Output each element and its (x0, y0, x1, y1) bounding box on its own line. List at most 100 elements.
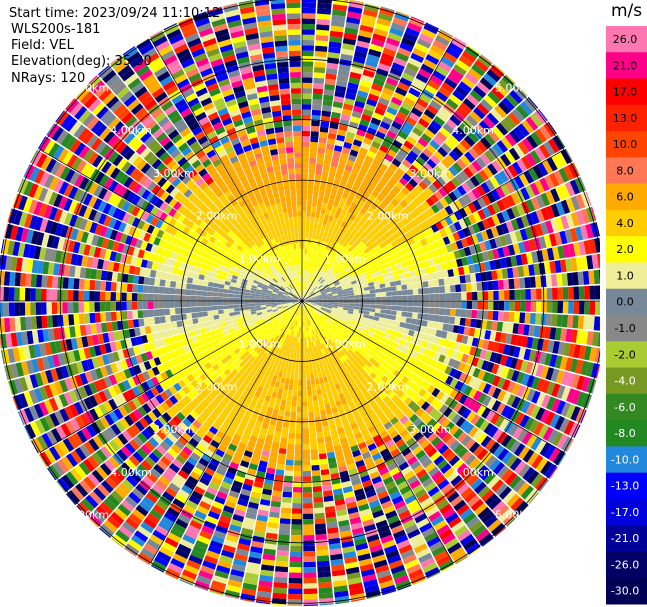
velocity-gate (360, 244, 368, 251)
velocity-gate (348, 467, 358, 476)
velocity-gate (325, 386, 332, 393)
velocity-gate (342, 216, 350, 223)
velocity-gate (199, 412, 209, 421)
velocity-gate (521, 155, 532, 170)
velocity-gate (328, 251, 334, 257)
velocity-gate (137, 432, 148, 444)
velocity-gate (521, 336, 529, 348)
velocity-gate (514, 460, 527, 475)
velocity-gate (405, 214, 414, 223)
velocity-gate (198, 457, 209, 467)
velocity-gate (306, 309, 309, 315)
velocity-gate (445, 421, 455, 432)
velocity-gate (299, 321, 301, 327)
velocity-gate (425, 266, 432, 274)
velocity-gate (215, 368, 224, 376)
velocity-gate (464, 345, 472, 355)
velocity-gate (316, 268, 320, 274)
velocity-gate (177, 513, 191, 525)
velocity-gate (377, 425, 386, 434)
velocity-gate (523, 97, 538, 112)
velocity-gate (226, 584, 241, 593)
velocity-gate (317, 394, 323, 401)
velocity-gate (192, 433, 202, 443)
velocity-gate (311, 109, 321, 116)
velocity-gate (456, 334, 464, 343)
velocity-gate (46, 430, 58, 445)
velocity-gate (491, 270, 498, 280)
velocity-gate (328, 345, 334, 351)
velocity-gate (134, 530, 149, 543)
velocity-gate (31, 358, 40, 373)
velocity-gate (226, 347, 234, 354)
velocity-gate (291, 519, 302, 525)
velocity-gate (471, 291, 478, 301)
velocity-gate (292, 325, 296, 331)
velocity-gate (338, 319, 344, 325)
velocity-gate (270, 380, 276, 387)
velocity-gate (305, 310, 308, 316)
velocity-gate (182, 325, 190, 333)
velocity-gate (279, 442, 287, 449)
velocity-gate (242, 483, 253, 492)
velocity-gate (87, 455, 100, 469)
velocity-gate (266, 467, 276, 475)
velocity-gate (305, 294, 310, 299)
velocity-gate (346, 501, 358, 509)
velocity-gate (315, 262, 319, 268)
velocity-gate (316, 294, 322, 297)
velocity-gate (34, 372, 44, 387)
velocity-gate (338, 328, 345, 334)
velocity-gate (453, 428, 464, 440)
velocity-gate (516, 371, 525, 384)
velocity-gate (326, 308, 332, 312)
velocity-gate (495, 186, 506, 199)
velocity-gate (545, 205, 555, 219)
velocity-gate (49, 412, 60, 427)
velocity-gate (124, 458, 137, 471)
velocity-gate (274, 334, 280, 341)
velocity-gate (369, 379, 377, 388)
velocity-gate (444, 194, 454, 205)
velocity-gate (520, 485, 534, 500)
velocity-gate (417, 222, 426, 232)
velocity-gate (336, 288, 343, 292)
velocity-gate (344, 250, 351, 257)
velocity-gate (487, 291, 494, 300)
velocity-gate (250, 325, 257, 330)
velocity-gate (441, 564, 455, 572)
velocity-gate (331, 328, 337, 335)
velocity-gate (302, 253, 305, 260)
velocity-gate (291, 524, 302, 530)
velocity-gate (512, 266, 519, 278)
velocity-gate (414, 513, 428, 524)
velocity-gate (390, 416, 399, 426)
velocity-gate (351, 61, 365, 70)
velocity-gate (303, 321, 305, 327)
velocity-gate (317, 333, 321, 339)
velocity-gate (395, 181, 405, 190)
velocity-gate (448, 165, 459, 177)
velocity-gate (358, 227, 366, 234)
velocity-gate (269, 396, 276, 404)
velocity-gate (189, 410, 199, 420)
velocity-gate (293, 476, 302, 482)
velocity-gate (511, 396, 521, 409)
velocity-gate (389, 144, 400, 154)
velocity-gate (299, 310, 301, 316)
velocity-gate (287, 303, 293, 306)
velocity-gate (308, 308, 312, 313)
velocity-gate (529, 113, 543, 128)
velocity-gate (315, 234, 320, 240)
velocity-gate (287, 438, 295, 445)
velocity-gate (415, 449, 426, 460)
velocity-gate (359, 323, 366, 329)
velocity-gate (538, 144, 551, 159)
velocity-gate (370, 347, 378, 354)
velocity-gate (380, 92, 392, 102)
velocity-gate (403, 140, 414, 150)
velocity-gate (359, 118, 370, 127)
velocity-gate (266, 527, 279, 534)
velocity-gate (144, 440, 156, 452)
velocity-gate (306, 315, 309, 321)
